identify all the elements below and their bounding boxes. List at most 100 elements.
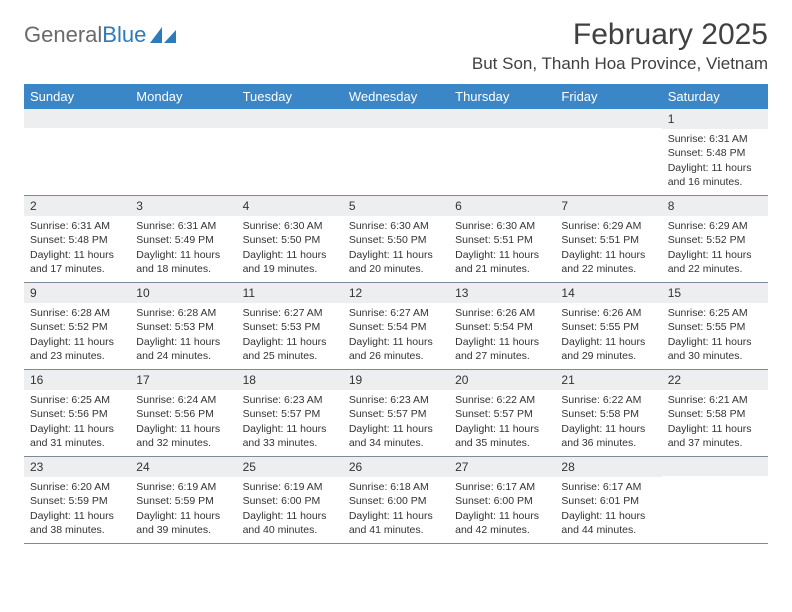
day-number: 22 xyxy=(662,370,768,390)
day-daylight1: Daylight: 11 hours xyxy=(561,509,655,523)
day-cell xyxy=(343,109,449,195)
day-sunrise: Sunrise: 6:24 AM xyxy=(136,393,230,407)
day-sunset: Sunset: 5:56 PM xyxy=(136,407,230,421)
day-number: 5 xyxy=(343,196,449,216)
day-sunrise: Sunrise: 6:30 AM xyxy=(455,219,549,233)
day-daylight1: Daylight: 11 hours xyxy=(668,248,762,262)
day-sunset: Sunset: 5:58 PM xyxy=(561,407,655,421)
day-sunset: Sunset: 5:56 PM xyxy=(30,407,124,421)
day-daylight1: Daylight: 11 hours xyxy=(561,248,655,262)
logo-sail-icon xyxy=(150,27,176,43)
day-daylight1: Daylight: 11 hours xyxy=(136,509,230,523)
day-sunrise: Sunrise: 6:19 AM xyxy=(136,480,230,494)
day-daylight2: and 42 minutes. xyxy=(455,523,549,537)
day-number: 9 xyxy=(24,283,130,303)
day-number: 21 xyxy=(555,370,661,390)
day-cell: 9Sunrise: 6:28 AMSunset: 5:52 PMDaylight… xyxy=(24,283,130,369)
day-cell xyxy=(449,109,555,195)
day-daylight2: and 22 minutes. xyxy=(561,262,655,276)
day-sunset: Sunset: 5:50 PM xyxy=(349,233,443,247)
day-cell xyxy=(237,109,343,195)
day-content: Sunrise: 6:26 AMSunset: 5:55 PMDaylight:… xyxy=(555,303,661,367)
day-content: Sunrise: 6:31 AMSunset: 5:49 PMDaylight:… xyxy=(130,216,236,280)
day-cell: 3Sunrise: 6:31 AMSunset: 5:49 PMDaylight… xyxy=(130,196,236,282)
day-cell: 11Sunrise: 6:27 AMSunset: 5:53 PMDayligh… xyxy=(237,283,343,369)
day-content: Sunrise: 6:31 AMSunset: 5:48 PMDaylight:… xyxy=(24,216,130,280)
day-sunset: Sunset: 5:53 PM xyxy=(136,320,230,334)
day-number: 20 xyxy=(449,370,555,390)
day-sunset: Sunset: 5:54 PM xyxy=(349,320,443,334)
day-number xyxy=(343,109,449,128)
day-sunset: Sunset: 5:57 PM xyxy=(349,407,443,421)
day-number: 12 xyxy=(343,283,449,303)
day-number: 28 xyxy=(555,457,661,477)
day-cell: 18Sunrise: 6:23 AMSunset: 5:57 PMDayligh… xyxy=(237,370,343,456)
day-sunset: Sunset: 5:52 PM xyxy=(668,233,762,247)
day-number: 19 xyxy=(343,370,449,390)
day-cell: 8Sunrise: 6:29 AMSunset: 5:52 PMDaylight… xyxy=(662,196,768,282)
day-number: 11 xyxy=(237,283,343,303)
day-cell: 14Sunrise: 6:26 AMSunset: 5:55 PMDayligh… xyxy=(555,283,661,369)
day-daylight2: and 31 minutes. xyxy=(30,436,124,450)
day-daylight2: and 24 minutes. xyxy=(136,349,230,363)
day-daylight1: Daylight: 11 hours xyxy=(561,422,655,436)
day-daylight1: Daylight: 11 hours xyxy=(243,335,337,349)
day-content: Sunrise: 6:29 AMSunset: 5:51 PMDaylight:… xyxy=(555,216,661,280)
day-content: Sunrise: 6:30 AMSunset: 5:51 PMDaylight:… xyxy=(449,216,555,280)
day-number: 2 xyxy=(24,196,130,216)
day-daylight1: Daylight: 11 hours xyxy=(349,509,443,523)
day-daylight1: Daylight: 11 hours xyxy=(668,161,762,175)
day-daylight1: Daylight: 11 hours xyxy=(243,248,337,262)
day-sunrise: Sunrise: 6:22 AM xyxy=(561,393,655,407)
day-cell: 15Sunrise: 6:25 AMSunset: 5:55 PMDayligh… xyxy=(662,283,768,369)
day-daylight1: Daylight: 11 hours xyxy=(136,422,230,436)
day-daylight1: Daylight: 11 hours xyxy=(136,248,230,262)
day-daylight1: Daylight: 11 hours xyxy=(243,509,337,523)
day-daylight1: Daylight: 11 hours xyxy=(455,422,549,436)
day-sunset: Sunset: 5:53 PM xyxy=(243,320,337,334)
header: GeneralBlue February 2025 But Son, Thanh… xyxy=(24,18,768,74)
day-content: Sunrise: 6:17 AMSunset: 6:00 PMDaylight:… xyxy=(449,477,555,541)
day-sunrise: Sunrise: 6:18 AM xyxy=(349,480,443,494)
weekday-header: Wednesday xyxy=(343,84,449,109)
day-daylight2: and 20 minutes. xyxy=(349,262,443,276)
day-cell: 23Sunrise: 6:20 AMSunset: 5:59 PMDayligh… xyxy=(24,457,130,543)
logo: GeneralBlue xyxy=(24,22,176,48)
day-number: 7 xyxy=(555,196,661,216)
week-row: 2Sunrise: 6:31 AMSunset: 5:48 PMDaylight… xyxy=(24,196,768,283)
day-daylight1: Daylight: 11 hours xyxy=(455,509,549,523)
day-sunset: Sunset: 5:57 PM xyxy=(455,407,549,421)
day-daylight1: Daylight: 11 hours xyxy=(455,248,549,262)
day-sunset: Sunset: 5:48 PM xyxy=(668,146,762,160)
day-cell: 24Sunrise: 6:19 AMSunset: 5:59 PMDayligh… xyxy=(130,457,236,543)
title-location: But Son, Thanh Hoa Province, Vietnam xyxy=(472,54,768,74)
day-sunset: Sunset: 5:51 PM xyxy=(561,233,655,247)
day-content: Sunrise: 6:26 AMSunset: 5:54 PMDaylight:… xyxy=(449,303,555,367)
day-content: Sunrise: 6:24 AMSunset: 5:56 PMDaylight:… xyxy=(130,390,236,454)
day-sunrise: Sunrise: 6:23 AM xyxy=(349,393,443,407)
day-daylight2: and 39 minutes. xyxy=(136,523,230,537)
day-sunrise: Sunrise: 6:29 AM xyxy=(668,219,762,233)
logo-text-1: General xyxy=(24,22,102,48)
day-number xyxy=(449,109,555,128)
week-row: 1Sunrise: 6:31 AMSunset: 5:48 PMDaylight… xyxy=(24,109,768,196)
weekday-header: Thursday xyxy=(449,84,555,109)
day-daylight2: and 25 minutes. xyxy=(243,349,337,363)
day-cell: 19Sunrise: 6:23 AMSunset: 5:57 PMDayligh… xyxy=(343,370,449,456)
day-daylight2: and 29 minutes. xyxy=(561,349,655,363)
day-sunrise: Sunrise: 6:31 AM xyxy=(136,219,230,233)
day-content: Sunrise: 6:19 AMSunset: 5:59 PMDaylight:… xyxy=(130,477,236,541)
day-sunrise: Sunrise: 6:23 AM xyxy=(243,393,337,407)
day-number: 26 xyxy=(343,457,449,477)
day-cell: 5Sunrise: 6:30 AMSunset: 5:50 PMDaylight… xyxy=(343,196,449,282)
day-cell: 12Sunrise: 6:27 AMSunset: 5:54 PMDayligh… xyxy=(343,283,449,369)
day-daylight1: Daylight: 11 hours xyxy=(349,335,443,349)
day-sunset: Sunset: 6:00 PM xyxy=(455,494,549,508)
day-number: 13 xyxy=(449,283,555,303)
day-sunset: Sunset: 5:54 PM xyxy=(455,320,549,334)
week-row: 16Sunrise: 6:25 AMSunset: 5:56 PMDayligh… xyxy=(24,370,768,457)
day-sunset: Sunset: 6:01 PM xyxy=(561,494,655,508)
day-number: 17 xyxy=(130,370,236,390)
day-daylight2: and 21 minutes. xyxy=(455,262,549,276)
day-content: Sunrise: 6:21 AMSunset: 5:58 PMDaylight:… xyxy=(662,390,768,454)
